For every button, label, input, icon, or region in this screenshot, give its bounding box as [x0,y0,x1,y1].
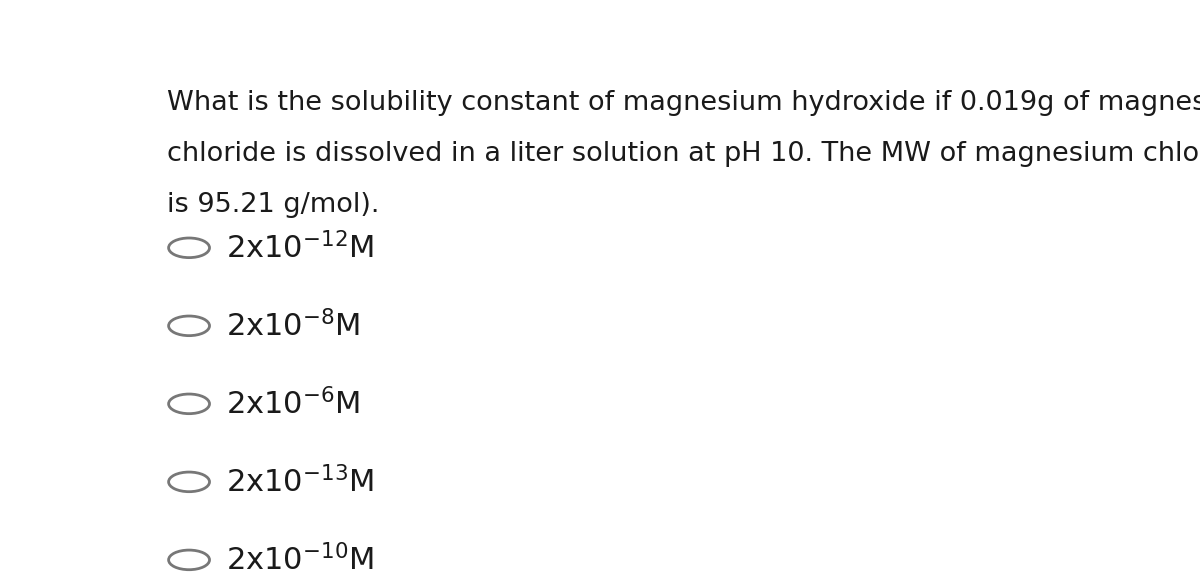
Text: 2x10$^{-10}$M: 2x10$^{-10}$M [227,544,374,576]
Text: 2x10$^{-13}$M: 2x10$^{-13}$M [227,466,374,498]
Text: 2x10$^{-8}$M: 2x10$^{-8}$M [227,310,360,342]
Text: chloride is dissolved in a liter solution at pH 10. The MW of magnesium chloride: chloride is dissolved in a liter solutio… [167,141,1200,167]
Text: 2x10$^{-6}$M: 2x10$^{-6}$M [227,387,360,420]
Text: is 95.21 g/mol).: is 95.21 g/mol). [167,192,379,218]
Text: 2x10$^{-12}$M: 2x10$^{-12}$M [227,232,374,264]
Text: What is the solubility constant of magnesium hydroxide if 0.019g of magnesium: What is the solubility constant of magne… [167,90,1200,116]
